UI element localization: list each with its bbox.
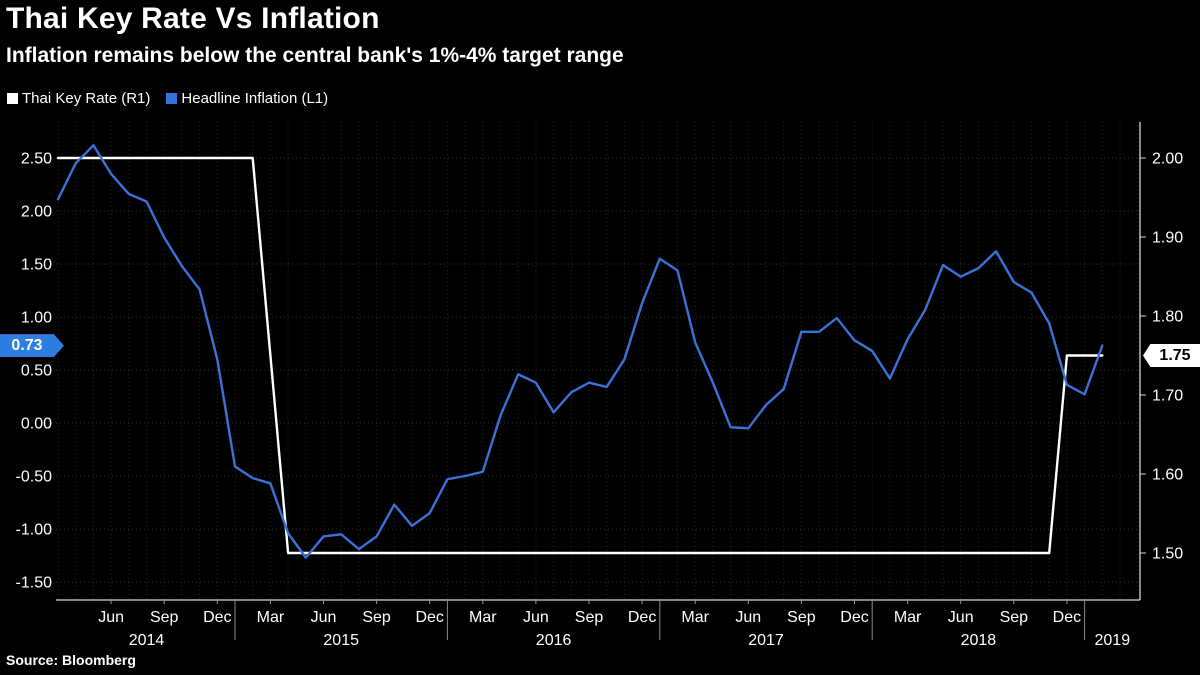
x-axis-month-label: Dec	[840, 609, 868, 626]
x-axis-month-label: Jun	[735, 609, 761, 626]
left-axis-tick-label: 1.50	[21, 257, 52, 274]
x-axis-month-label: Mar	[681, 609, 709, 626]
x-axis-year-label: 2019	[1095, 632, 1131, 649]
left-axis-tick-label: 0.50	[21, 363, 52, 380]
x-axis-month-label: Dec	[203, 609, 231, 626]
x-axis-year-label: 2015	[323, 632, 359, 649]
legend-marker-inflation-icon	[166, 93, 178, 104]
right-axis-tick-label: 2.00	[1152, 151, 1183, 168]
x-axis-month-label: Jun	[98, 609, 124, 626]
inflation-series-line	[56, 144, 1104, 559]
key-rate-series-line	[56, 156, 1104, 555]
legend-item-key-rate: Thai Key Rate (R1)	[7, 90, 150, 107]
x-axis-year-label: 2017	[748, 632, 784, 649]
legend-label-inflation: Headline Inflation (L1)	[181, 90, 329, 107]
x-axis-month-label: Mar	[469, 609, 497, 626]
key-rate-last-value-badge: 1.75	[1143, 344, 1200, 367]
x-axis-month-label: Sep	[362, 609, 391, 626]
chart-legend: Thai Key Rate (R1) Headline Inflation (L…	[7, 90, 344, 107]
left-axis-tick-label: -0.50	[16, 469, 53, 486]
right-axis-tick-label: 1.90	[1152, 230, 1183, 247]
x-axis-month-label: Dec	[628, 609, 656, 626]
legend-item-inflation: Headline Inflation (L1)	[166, 90, 328, 107]
left-axis-tick-label: -1.50	[16, 575, 53, 592]
x-axis-month-label: Sep	[575, 609, 604, 626]
legend-marker-key-rate-icon	[7, 93, 18, 104]
left-axis-tick-label: 2.00	[21, 204, 52, 221]
left-axis-tick-label: 1.00	[21, 310, 52, 327]
chart-title: Thai Key Rate Vs Inflation	[6, 2, 380, 35]
legend-label-key-rate: Thai Key Rate (R1)	[22, 90, 151, 107]
left-axis-tick-label: 0.00	[21, 416, 52, 433]
x-axis-month-label: Sep	[150, 609, 179, 626]
x-axis-month-label: Sep	[1000, 609, 1029, 626]
x-axis-year-label: 2014	[129, 632, 165, 649]
right-axis-tick-label: 1.60	[1152, 467, 1183, 484]
x-axis-year-label: 2018	[961, 632, 997, 649]
x-axis-month-label: Jun	[523, 609, 549, 626]
inflation-last-value-badge: 0.73	[0, 334, 64, 358]
x-axis-month-label: Jun	[311, 609, 337, 626]
x-axis-month-label: Jun	[948, 609, 974, 626]
left-axis-tick-label: -1.00	[16, 522, 53, 539]
x-axis-year-label: 2016	[536, 632, 572, 649]
right-axis-tick-label: 1.80	[1152, 309, 1183, 326]
x-axis-month-label: Mar	[257, 609, 285, 626]
right-axis-tick-label: 1.50	[1152, 546, 1183, 563]
left-axis-tick-label: 2.50	[21, 151, 52, 168]
x-axis-month-label: Mar	[894, 609, 922, 626]
source-attribution: Source: Bloomberg	[6, 652, 136, 668]
x-axis-month-label: Dec	[1053, 609, 1081, 626]
right-axis-tick-label: 1.70	[1152, 388, 1183, 405]
chart-subtitle: Inflation remains below the central bank…	[6, 44, 624, 67]
x-axis-month-label: Dec	[415, 609, 443, 626]
x-axis-month-label: Sep	[787, 609, 816, 626]
